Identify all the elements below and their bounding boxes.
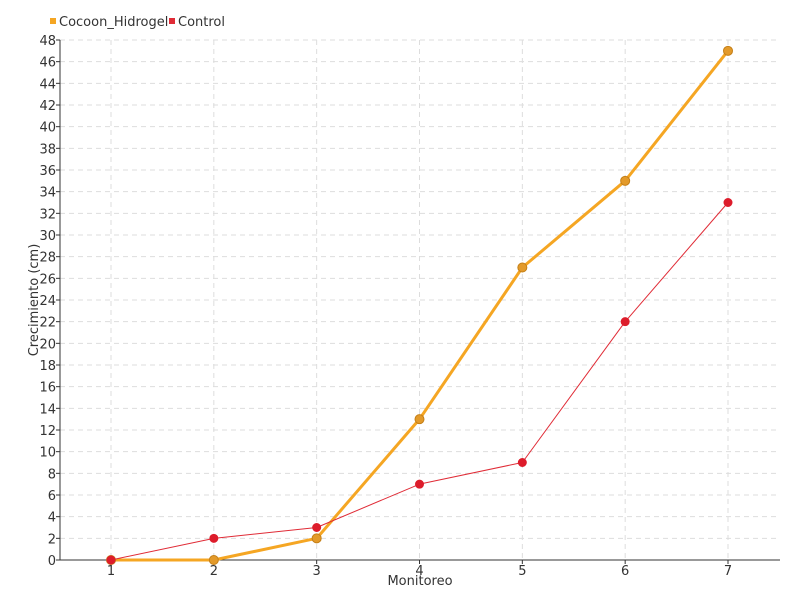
x-tick-label: 3: [313, 564, 321, 579]
x-tick-label: 7: [724, 564, 732, 579]
data-point-control: [517, 458, 527, 467]
y-tick-label: 0: [48, 554, 56, 569]
legend-label-cocoon-hidrogel: Cocoon_Hidrogel: [59, 15, 168, 30]
x-axis-ticks: 1 2 3 4 5 6 7: [107, 560, 732, 579]
y-axis-title: Crecimiento (cm): [27, 244, 42, 357]
y-tick-label: 40: [39, 121, 56, 136]
y-tick-label: 32: [39, 207, 56, 222]
y-tick-label: 4: [48, 511, 56, 526]
y-tick-label: 44: [39, 77, 56, 92]
x-tick-label: 6: [621, 564, 629, 579]
y-tick-label: 8: [48, 467, 56, 482]
data-point-cocoon-hidrogel: [723, 45, 733, 56]
x-tick-label: 4: [415, 564, 423, 579]
data-point-cocoon-hidrogel: [208, 555, 219, 565]
gridlines: [60, 39, 780, 560]
data-point-control: [723, 198, 733, 207]
y-tick-label: 6: [48, 489, 56, 504]
data-point-control: [415, 479, 424, 489]
y-tick-label: 26: [39, 272, 56, 287]
data-point-cocoon-hidrogel: [620, 175, 631, 186]
y-tick-label: 14: [39, 402, 56, 417]
y-axis-ticks: 0246810121416182022242628303234363840424…: [39, 34, 60, 569]
y-tick-label: 18: [39, 359, 56, 374]
x-tick-label: 5: [518, 564, 526, 579]
y-tick-label: 38: [39, 142, 56, 157]
x-tick-label: 1: [107, 564, 115, 579]
y-tick-label: 20: [39, 337, 56, 352]
y-tick-label: 10: [39, 446, 56, 461]
series-layer: [106, 45, 733, 565]
data-point-control: [106, 555, 116, 565]
data-point-cocoon-hidrogel: [414, 414, 425, 425]
y-tick-label: 46: [39, 56, 56, 71]
y-tick-label: 12: [39, 424, 56, 439]
legend-marker-control: [169, 18, 175, 24]
x-axis-title: Monitoreo: [387, 574, 452, 589]
data-point-control: [312, 523, 322, 532]
x-tick-label: 2: [210, 564, 218, 579]
y-tick-label: 16: [39, 381, 56, 396]
y-tick-label: 22: [39, 316, 56, 331]
y-tick-label: 24: [39, 294, 56, 309]
data-point-cocoon-hidrogel: [517, 262, 528, 273]
y-tick-label: 48: [39, 34, 56, 49]
y-tick-label: 34: [39, 186, 56, 201]
legend-marker-cocoon-hidrogel: [50, 18, 56, 24]
data-point-control: [620, 317, 630, 327]
y-tick-label: 36: [39, 164, 56, 179]
legend: Cocoon_Hidrogel Control: [50, 15, 225, 30]
y-tick-label: 2: [48, 532, 56, 547]
data-point-control: [209, 533, 219, 543]
data-point-cocoon-hidrogel: [311, 533, 322, 544]
y-tick-label: 30: [39, 229, 56, 244]
y-tick-label: 42: [39, 99, 56, 114]
y-tick-label: 28: [39, 251, 56, 266]
legend-label-control: Control: [178, 15, 225, 30]
